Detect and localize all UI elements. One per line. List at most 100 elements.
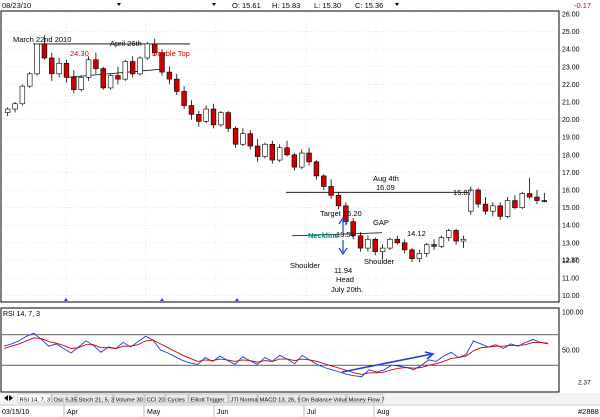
candle-body bbox=[431, 244, 437, 247]
candle-body bbox=[137, 57, 143, 75]
price-tick-label: 18.00 bbox=[562, 152, 580, 159]
rsi-gridlines bbox=[2, 334, 558, 366]
header-date: 08/23/10 bbox=[2, 1, 31, 10]
candle-body bbox=[387, 238, 393, 249]
candle-body bbox=[166, 71, 173, 80]
candle-body bbox=[534, 196, 540, 201]
rsi-series bbox=[3, 332, 549, 378]
price-tick-label: 20.00 bbox=[562, 117, 580, 124]
tab[interactable] bbox=[17, 393, 52, 404]
candle-body bbox=[174, 78, 180, 92]
date-label: Aug bbox=[377, 409, 390, 416]
price-tick-label: 12.00 bbox=[562, 258, 580, 265]
tab[interactable] bbox=[51, 393, 77, 404]
candle-body bbox=[372, 238, 378, 252]
candle-body bbox=[232, 128, 239, 145]
candle-body bbox=[159, 52, 165, 73]
neckline bbox=[291, 232, 383, 237]
candle-body bbox=[335, 194, 342, 207]
annotation-1194: 11.94 bbox=[334, 266, 352, 275]
tab[interactable] bbox=[299, 393, 347, 404]
candle-body bbox=[365, 238, 371, 249]
candle-body bbox=[188, 105, 195, 115]
price-tick-label: 16.00 bbox=[562, 188, 580, 195]
annotation-target: Target 15.20 bbox=[320, 209, 362, 218]
candle-body bbox=[181, 91, 187, 106]
tab-scroll-right-icon[interactable] bbox=[9, 395, 13, 401]
candle-body bbox=[357, 235, 364, 249]
header-open: O: 15.61 bbox=[232, 1, 261, 10]
tab[interactable] bbox=[144, 393, 166, 404]
header-high: H: 15.83 bbox=[272, 1, 300, 10]
candle-body bbox=[299, 152, 305, 168]
candle-body bbox=[27, 73, 33, 87]
price-tick-label: 10.00 bbox=[562, 293, 580, 300]
header-change: -0.17 bbox=[574, 1, 591, 10]
candle-body bbox=[409, 249, 415, 259]
rsi-tick-label: 50.00 bbox=[562, 348, 580, 355]
annotation-april: April 26th bbox=[110, 39, 142, 48]
tab[interactable] bbox=[346, 393, 384, 404]
annotation-aug4: Aug 4th bbox=[373, 174, 399, 183]
rsi-line bbox=[3, 332, 549, 378]
candle-body bbox=[446, 230, 452, 238]
price-tick-label: 14.00 bbox=[562, 223, 580, 230]
price-tick-label: 25.00 bbox=[562, 29, 580, 36]
price-tick-label: 22.00 bbox=[562, 82, 580, 89]
candle-body bbox=[100, 68, 106, 89]
annotation-shoulder-left: Shoulder bbox=[290, 261, 321, 270]
tab[interactable] bbox=[257, 393, 300, 404]
tab-label: RSI 14, 7, 3 bbox=[20, 398, 51, 404]
symbol-label: #2888 bbox=[578, 407, 599, 416]
candle-body bbox=[63, 62, 70, 78]
price-axis: 10.00 11.00 12.00 13.00 14.00 15.00 16.00 17.00… bbox=[562, 12, 580, 301]
tab-label: Stoch 21, 5, 3 bbox=[79, 398, 115, 404]
tab[interactable] bbox=[188, 393, 229, 404]
candle-body bbox=[401, 242, 408, 251]
candle-body bbox=[41, 43, 48, 59]
tab[interactable] bbox=[165, 393, 189, 404]
annotation-head: Head bbox=[336, 275, 354, 284]
annotation-2430: 24.30 bbox=[70, 49, 89, 58]
tab-label: Money Flow 7 bbox=[349, 398, 385, 404]
candle-body bbox=[262, 143, 268, 157]
candle-body bbox=[225, 112, 231, 129]
rsi-tick-label: 2.37 bbox=[578, 379, 591, 386]
candle-body bbox=[122, 61, 128, 80]
candle-body bbox=[144, 43, 151, 59]
annotation-double-top: Double Top bbox=[152, 49, 190, 58]
candle-body bbox=[34, 43, 40, 75]
price-tick-label: 13.00 bbox=[562, 240, 580, 247]
candle-body bbox=[129, 61, 136, 75]
candle-body bbox=[321, 175, 327, 187]
support-line bbox=[66, 68, 161, 78]
candle-body bbox=[71, 77, 77, 90]
header-bar bbox=[0, 0, 600, 10]
price-tick-label: 15.00 bbox=[562, 205, 580, 212]
tab-scroll-left-icon[interactable] bbox=[4, 395, 8, 401]
candle-body bbox=[313, 161, 320, 177]
date-label: Apr bbox=[67, 409, 79, 416]
candle-body bbox=[247, 133, 253, 147]
date-label: Jul bbox=[307, 409, 316, 416]
candle-body bbox=[291, 154, 298, 168]
header-close: C: 15.36 bbox=[355, 1, 383, 10]
tab[interactable] bbox=[228, 393, 258, 404]
candle-body bbox=[306, 152, 312, 163]
annotation-july20: July 20th. bbox=[331, 285, 363, 294]
annotation-1412: 14.12 bbox=[407, 229, 426, 238]
tab-label: MACD 13, 26, 9 bbox=[260, 398, 301, 404]
tab[interactable] bbox=[113, 393, 145, 404]
candle-body bbox=[56, 62, 62, 75]
tab[interactable] bbox=[76, 393, 114, 404]
tab-label: JTI Normal bbox=[231, 398, 259, 404]
candle-body bbox=[519, 193, 525, 208]
rsi-signal-line bbox=[3, 337, 549, 375]
price-tick-label: 26.00 bbox=[562, 12, 580, 19]
annotation-march: March 22nd 2010 bbox=[13, 35, 71, 44]
candle-body bbox=[526, 193, 533, 198]
tab-label: Volume 30 bbox=[116, 398, 143, 404]
candle-body bbox=[284, 147, 290, 156]
candle-body bbox=[453, 230, 459, 242]
candle-body bbox=[497, 205, 503, 217]
